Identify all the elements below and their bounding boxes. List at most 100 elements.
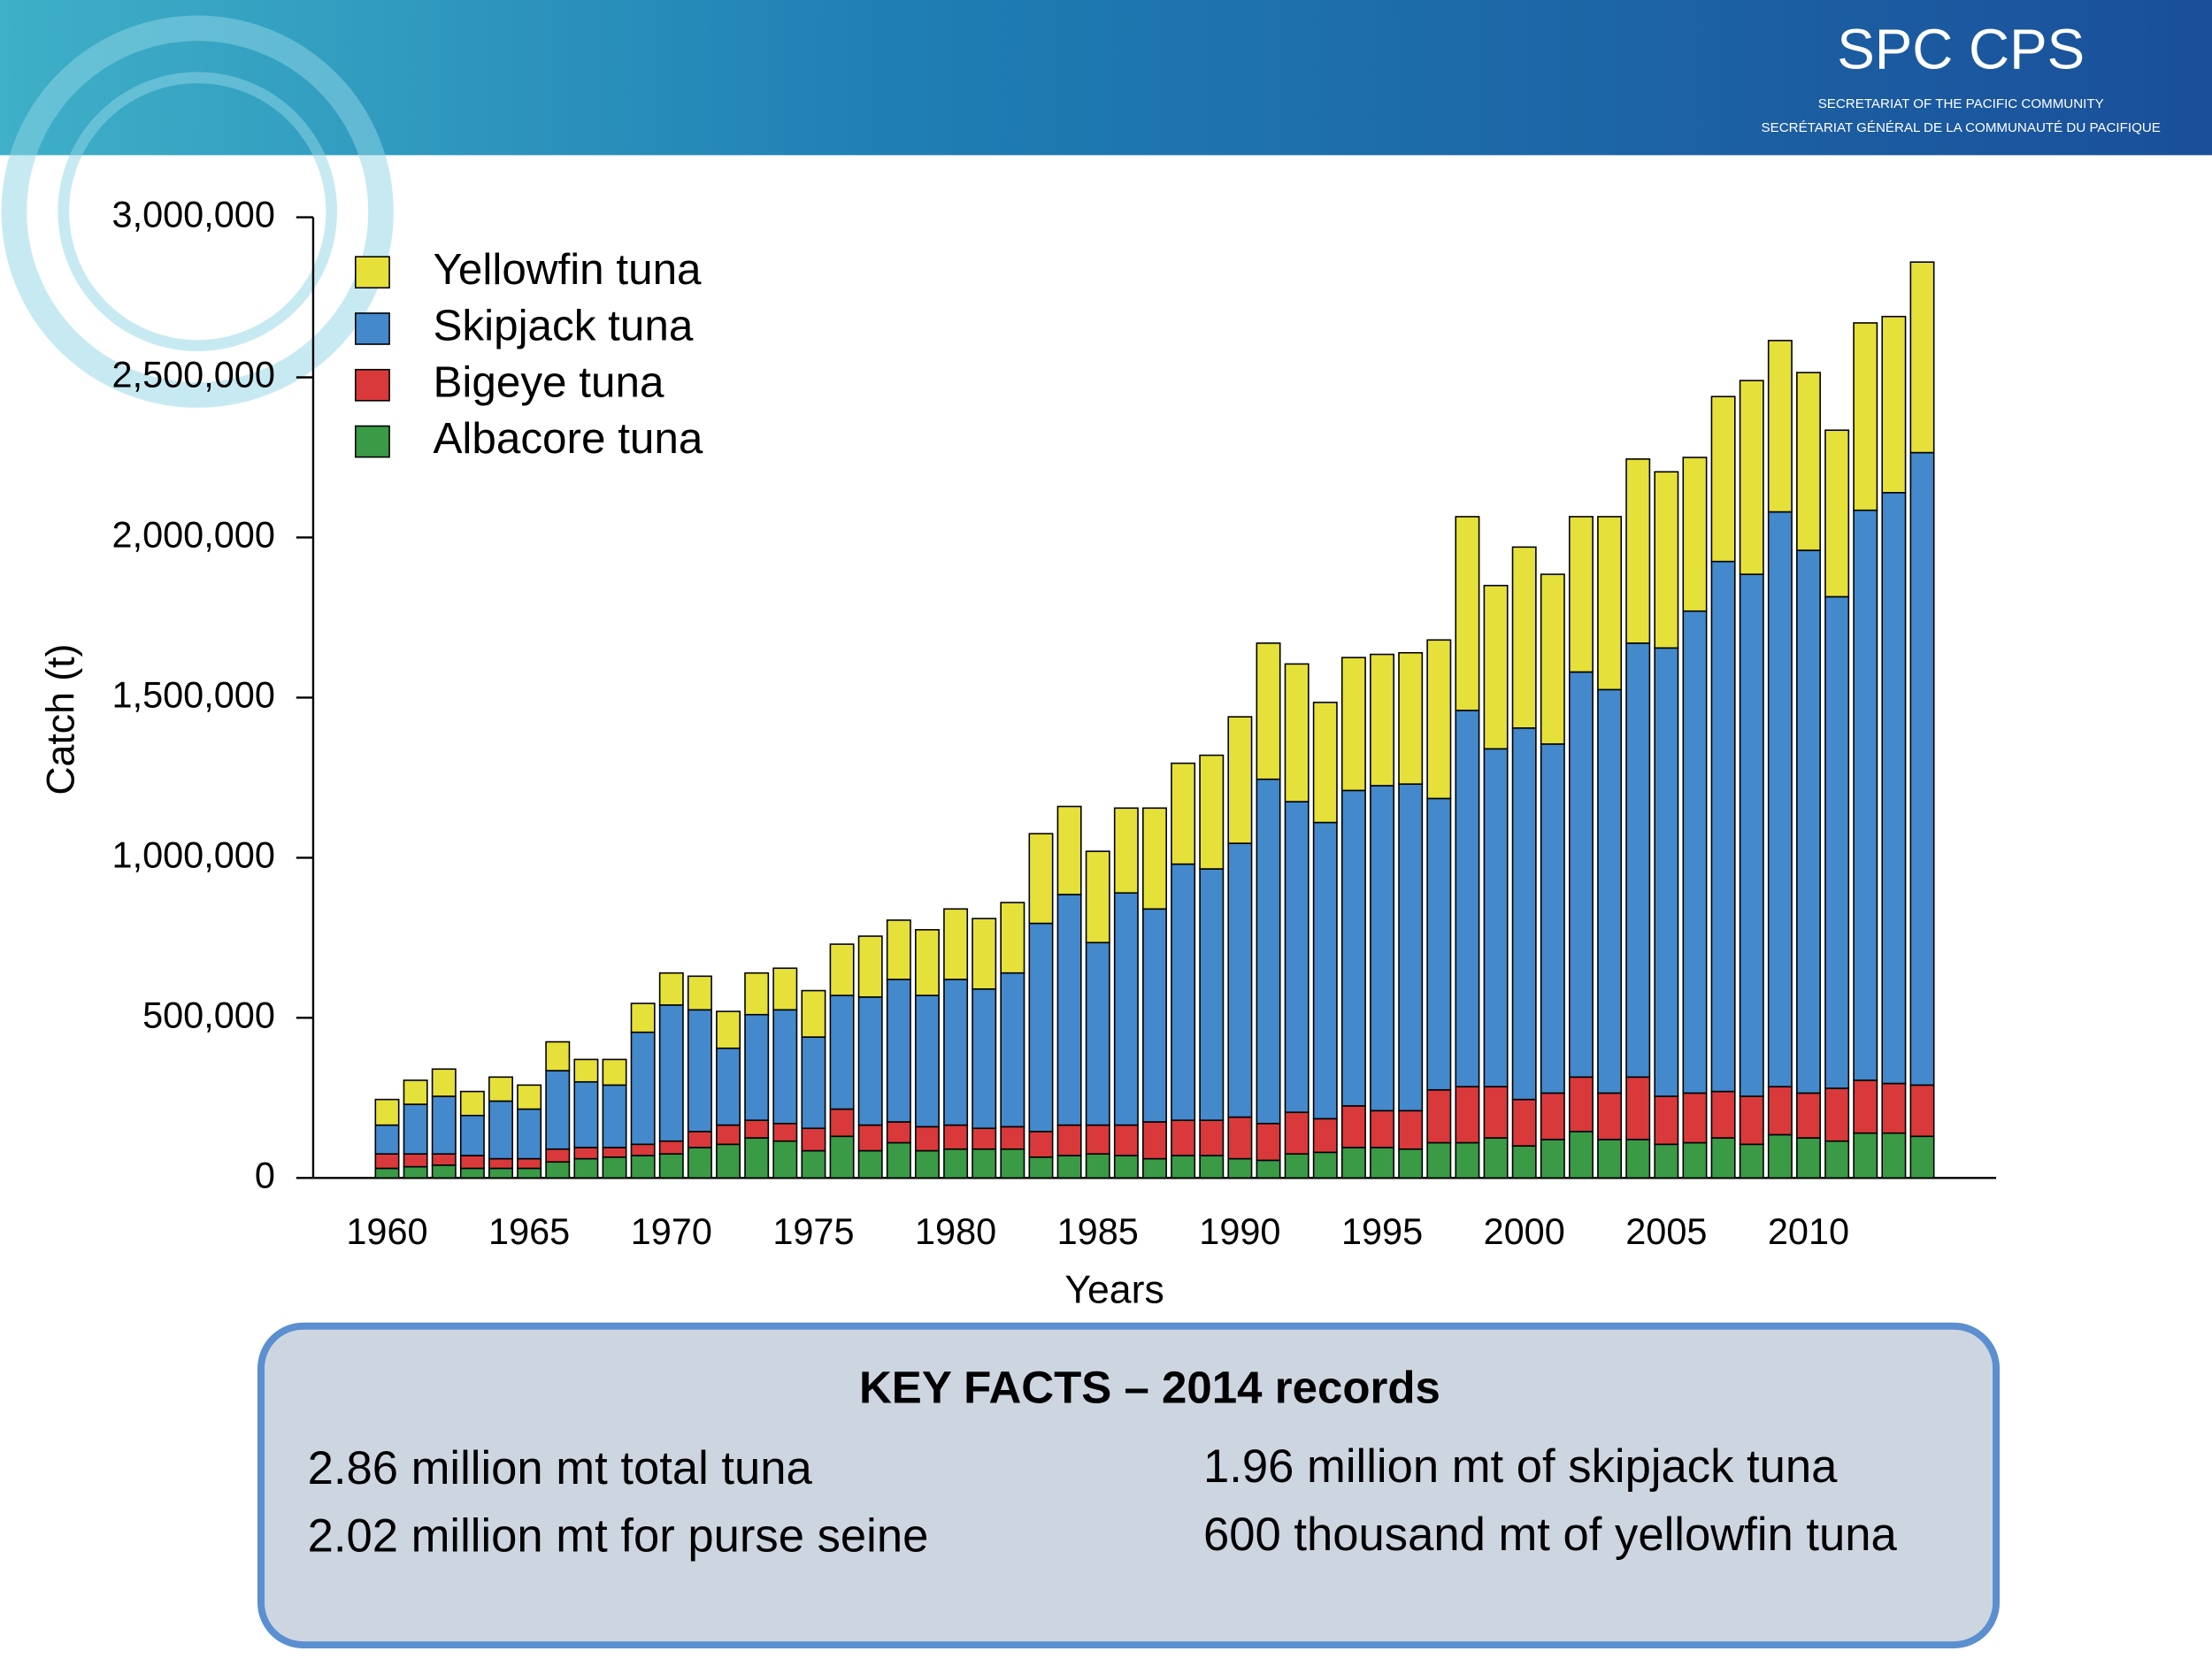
bar-segment	[943, 979, 969, 1126]
bar-segment	[431, 1153, 457, 1166]
bar-segment	[1199, 754, 1225, 870]
bar-segment	[1511, 727, 1537, 1101]
x-tick-label: 1960	[346, 1210, 427, 1252]
bar-segment	[459, 1167, 485, 1179]
bar-segment	[886, 919, 911, 980]
bar-segment	[431, 1164, 457, 1179]
bar-segment	[943, 1124, 969, 1150]
key-facts-box	[257, 1322, 2001, 1649]
bar-segment	[1909, 261, 1935, 454]
bar-segment	[1426, 1088, 1452, 1144]
bar-segment	[1284, 1111, 1310, 1155]
bar-segment	[459, 1155, 485, 1170]
bar-segment	[1455, 1141, 1480, 1179]
bar-segment	[1171, 1155, 1196, 1179]
bar-segment	[1824, 429, 1850, 598]
bar-segment	[1340, 657, 1366, 792]
bar-segment	[403, 1165, 428, 1179]
bar-segment	[1370, 1147, 1395, 1179]
y-tick-label: 2,000,000	[112, 513, 275, 555]
bar-segment	[1171, 762, 1196, 865]
bar-segment	[1312, 821, 1338, 1120]
bar-segment	[1312, 1118, 1338, 1154]
bar-segment	[630, 1143, 656, 1156]
bar-segment	[1625, 457, 1651, 644]
bar-segment	[1654, 471, 1679, 649]
bar-segment	[1625, 1076, 1651, 1141]
bar-segment	[1511, 546, 1537, 729]
bar-segment	[1767, 1086, 1793, 1136]
bar-segment	[1654, 1143, 1679, 1179]
legend-swatch	[354, 368, 390, 402]
bar-segment	[1739, 1143, 1764, 1179]
legend-label: Bigeye tuna	[433, 357, 664, 406]
bar-segment	[1796, 372, 1821, 551]
bar-segment	[517, 1084, 542, 1110]
x-axis-label: Years	[1064, 1268, 1164, 1311]
bar-segment	[1284, 1153, 1310, 1179]
x-tick-label: 1990	[1199, 1210, 1280, 1252]
y-tick-label: 1,000,000	[112, 833, 275, 875]
bar-segment	[573, 1157, 599, 1179]
bar-segment	[1483, 1137, 1509, 1179]
bar-segment	[1682, 457, 1708, 612]
bar-segment	[1227, 1157, 1253, 1179]
bar-segment	[943, 908, 969, 980]
bar-segment	[1398, 651, 1424, 785]
bar-segment	[1142, 1121, 1167, 1160]
bar-segment	[857, 935, 883, 998]
bar-segment	[374, 1098, 400, 1126]
bar-segment	[1483, 748, 1509, 1087]
bar-segment	[1455, 1086, 1480, 1144]
bar-segment	[1483, 1086, 1509, 1139]
bar-segment	[1853, 1079, 1878, 1134]
bar-segment	[1540, 743, 1565, 1094]
bar-segment	[1710, 396, 1736, 563]
bar-segment	[488, 1157, 513, 1170]
bar-segment	[1853, 1132, 1878, 1179]
bar-segment	[1398, 783, 1424, 1112]
bar-segment	[1909, 451, 1935, 1087]
bar-segment	[1398, 1110, 1424, 1150]
bar-segment	[1227, 842, 1253, 1118]
bar-segment	[772, 967, 798, 1011]
bar-segment	[1597, 1092, 1623, 1141]
bar-segment	[1597, 688, 1623, 1094]
bar-segment	[1739, 573, 1764, 1097]
bar-segment	[1853, 509, 1878, 1081]
bar-segment	[1199, 1119, 1225, 1156]
bar-segment	[1085, 850, 1110, 944]
bar-segment	[857, 1124, 883, 1152]
y-tick-label: 3,000,000	[112, 193, 275, 234]
bar-segment	[1113, 1124, 1139, 1156]
bar-segment	[1000, 1148, 1025, 1179]
x-tick-label: 2010	[1768, 1210, 1849, 1252]
x-tick-label: 1980	[915, 1210, 996, 1252]
bar-segment	[1426, 639, 1452, 800]
bar-segment	[1256, 778, 1281, 1125]
x-tick-label: 1965	[488, 1210, 570, 1252]
bar-segment	[1710, 1137, 1736, 1179]
bar-segment	[1881, 315, 1907, 494]
bar-segment	[517, 1108, 542, 1160]
bar-segment	[1739, 380, 1764, 575]
bar-segment	[1056, 1155, 1082, 1179]
bar-segment	[488, 1100, 513, 1160]
bar-segment	[687, 1009, 712, 1133]
bar-segment	[914, 1149, 940, 1179]
bar-segment	[1370, 1110, 1395, 1148]
bar-segment	[1710, 560, 1736, 1093]
bar-segment	[374, 1167, 400, 1179]
bar-segment	[658, 1153, 684, 1179]
legend-swatch	[354, 425, 390, 458]
bar-segment	[602, 1156, 627, 1179]
bar-segment	[716, 1047, 741, 1126]
bar-segment	[1568, 516, 1594, 673]
bar-segment	[374, 1124, 400, 1155]
bar-segment	[829, 1108, 855, 1138]
bar-segment	[1312, 1151, 1338, 1179]
bar-segment	[1227, 716, 1253, 844]
bar-segment	[403, 1079, 428, 1105]
bar-segment	[1654, 1095, 1679, 1146]
bar-segment	[1056, 894, 1082, 1126]
